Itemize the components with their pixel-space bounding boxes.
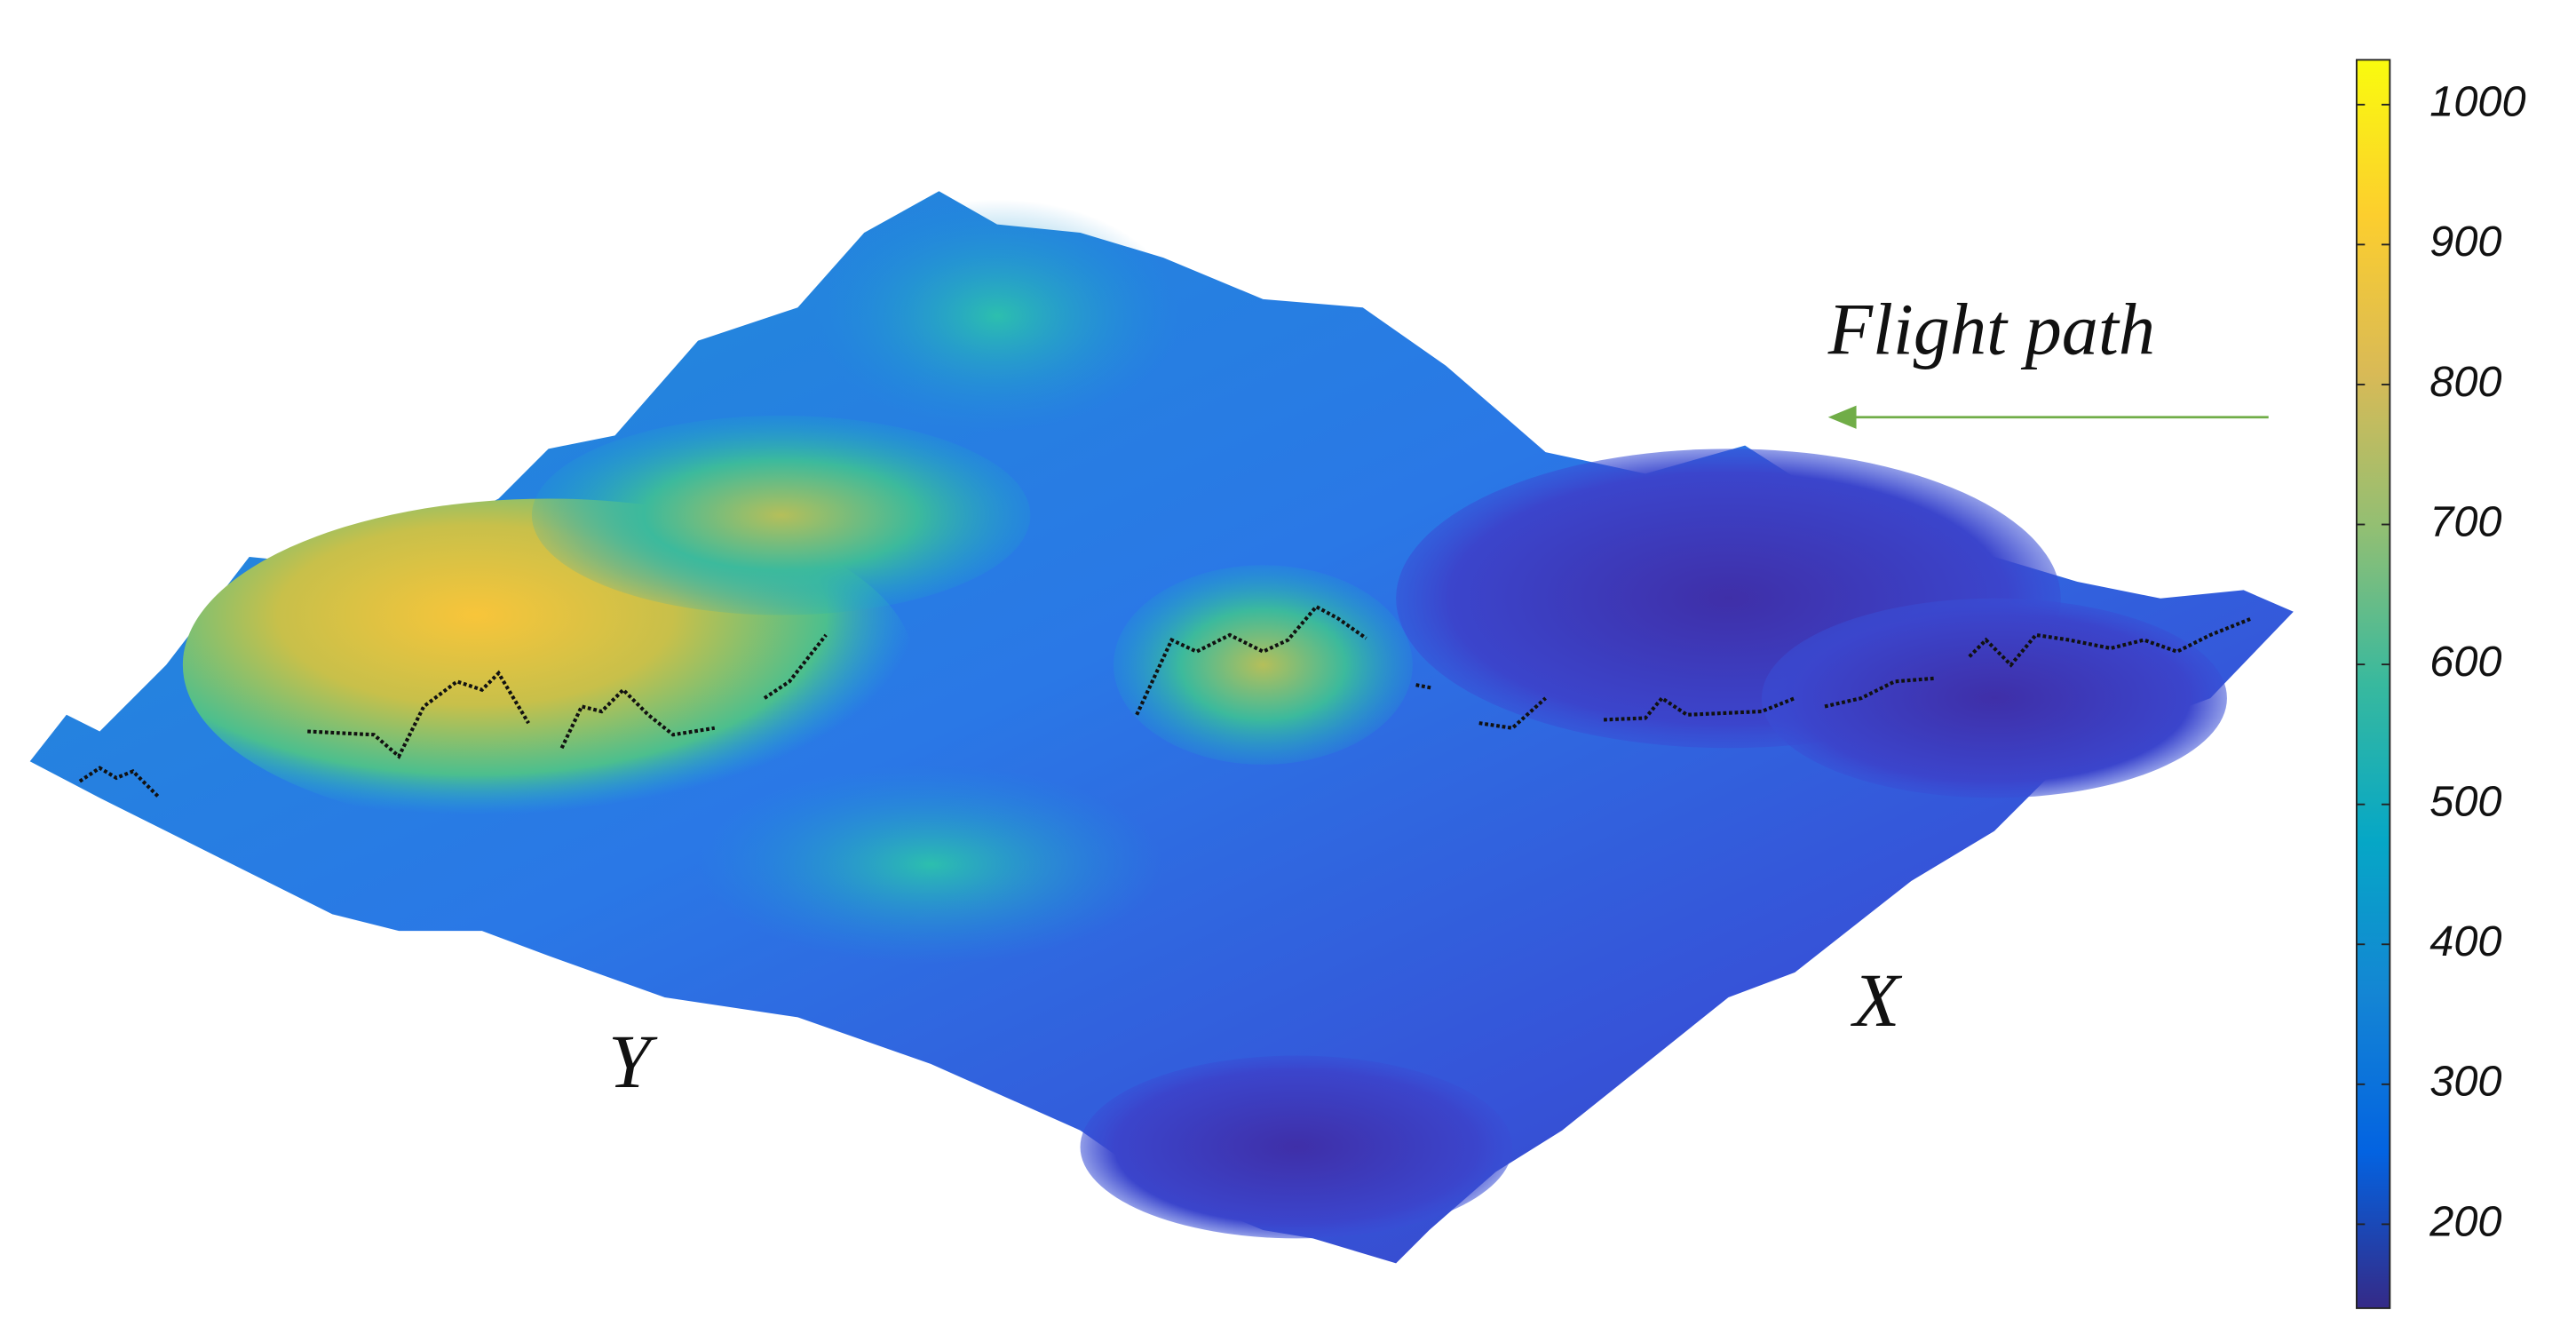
- annotation: Flight path: [1827, 290, 2155, 370]
- axis-label: Y: [608, 1019, 658, 1104]
- arrow-head: [1827, 405, 1857, 429]
- colorbar-tick-label: 800: [2429, 358, 2501, 406]
- flight-path: [78, 604, 2253, 799]
- flight-path-segment: [1604, 695, 1796, 722]
- flight-path-segment: [307, 670, 530, 759]
- terrain-shade: [1080, 1055, 1513, 1239]
- colorbar-tick-label: 600: [2429, 638, 2501, 686]
- terrain-shade: [814, 199, 1180, 433]
- terrain-shade: [698, 764, 1164, 965]
- flight-path-segment: [559, 687, 716, 750]
- colorbar-tick-label: 200: [2429, 1197, 2501, 1245]
- terrain-surface: [29, 191, 2294, 1264]
- plot: Flight path X Y 200 300 400 500 600 700 800 900…: [29, 59, 2526, 1309]
- flight-path-segment: [1968, 616, 2253, 668]
- terrain-shade: [1761, 598, 2227, 798]
- terrain-shade: [531, 415, 1031, 615]
- colorbar-tick-label: 500: [2429, 778, 2501, 826]
- axis-label: X: [1851, 957, 1903, 1043]
- colorbar-tick-label: 400: [2429, 917, 2501, 965]
- colorbar-tick-label: 300: [2429, 1058, 2501, 1106]
- flight-path-segment: [1415, 683, 1433, 690]
- flight-path-segment: [78, 766, 162, 799]
- flight-path-segment: [1824, 676, 1937, 709]
- flight-path-segment: [763, 633, 828, 700]
- colorbar: 200 300 400 500 600 700 800 900 1000: [2355, 59, 2526, 1309]
- colorbar-tick-label: 1000: [2429, 78, 2525, 126]
- colorbar-tick-label: 900: [2429, 218, 2501, 266]
- colorbar-tick-label: 700: [2429, 497, 2501, 545]
- colorbar-fill: [2355, 59, 2391, 1309]
- terrain-shade: [1113, 565, 1413, 765]
